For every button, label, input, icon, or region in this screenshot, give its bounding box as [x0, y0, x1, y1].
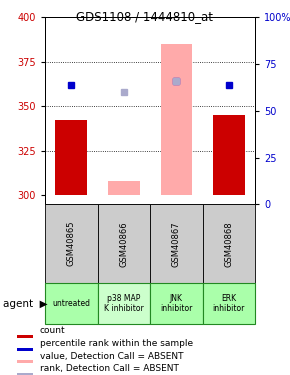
- Bar: [55, 120, 87, 195]
- Text: agent  ▶: agent ▶: [3, 299, 48, 309]
- Bar: [203, 204, 255, 283]
- Bar: [150, 204, 203, 283]
- Text: value, Detection Call = ABSENT: value, Detection Call = ABSENT: [40, 351, 183, 360]
- Bar: [17, 335, 32, 338]
- Bar: [108, 181, 139, 195]
- Bar: [150, 283, 203, 324]
- Text: JNK
inhibitor: JNK inhibitor: [160, 294, 193, 314]
- Text: count: count: [40, 326, 65, 335]
- Text: GSM40865: GSM40865: [67, 221, 76, 267]
- Bar: [97, 204, 150, 283]
- Text: p38 MAP
K inhibitor: p38 MAP K inhibitor: [104, 294, 144, 314]
- Bar: [213, 115, 245, 195]
- Text: GSM40866: GSM40866: [119, 221, 128, 267]
- Text: rank, Detection Call = ABSENT: rank, Detection Call = ABSENT: [40, 364, 179, 373]
- Bar: [45, 204, 97, 283]
- Bar: [45, 283, 97, 324]
- Bar: [97, 283, 150, 324]
- Text: GSM40867: GSM40867: [172, 221, 181, 267]
- Bar: [161, 44, 192, 195]
- Bar: [17, 348, 32, 351]
- Bar: [203, 283, 255, 324]
- Text: untreated: untreated: [52, 299, 90, 308]
- Text: GDS1108 / 1444810_at: GDS1108 / 1444810_at: [77, 10, 213, 24]
- Bar: [17, 360, 32, 363]
- Text: percentile rank within the sample: percentile rank within the sample: [40, 339, 193, 348]
- Bar: [17, 373, 32, 375]
- Text: ERK
inhibitor: ERK inhibitor: [213, 294, 245, 314]
- Text: GSM40868: GSM40868: [224, 221, 233, 267]
